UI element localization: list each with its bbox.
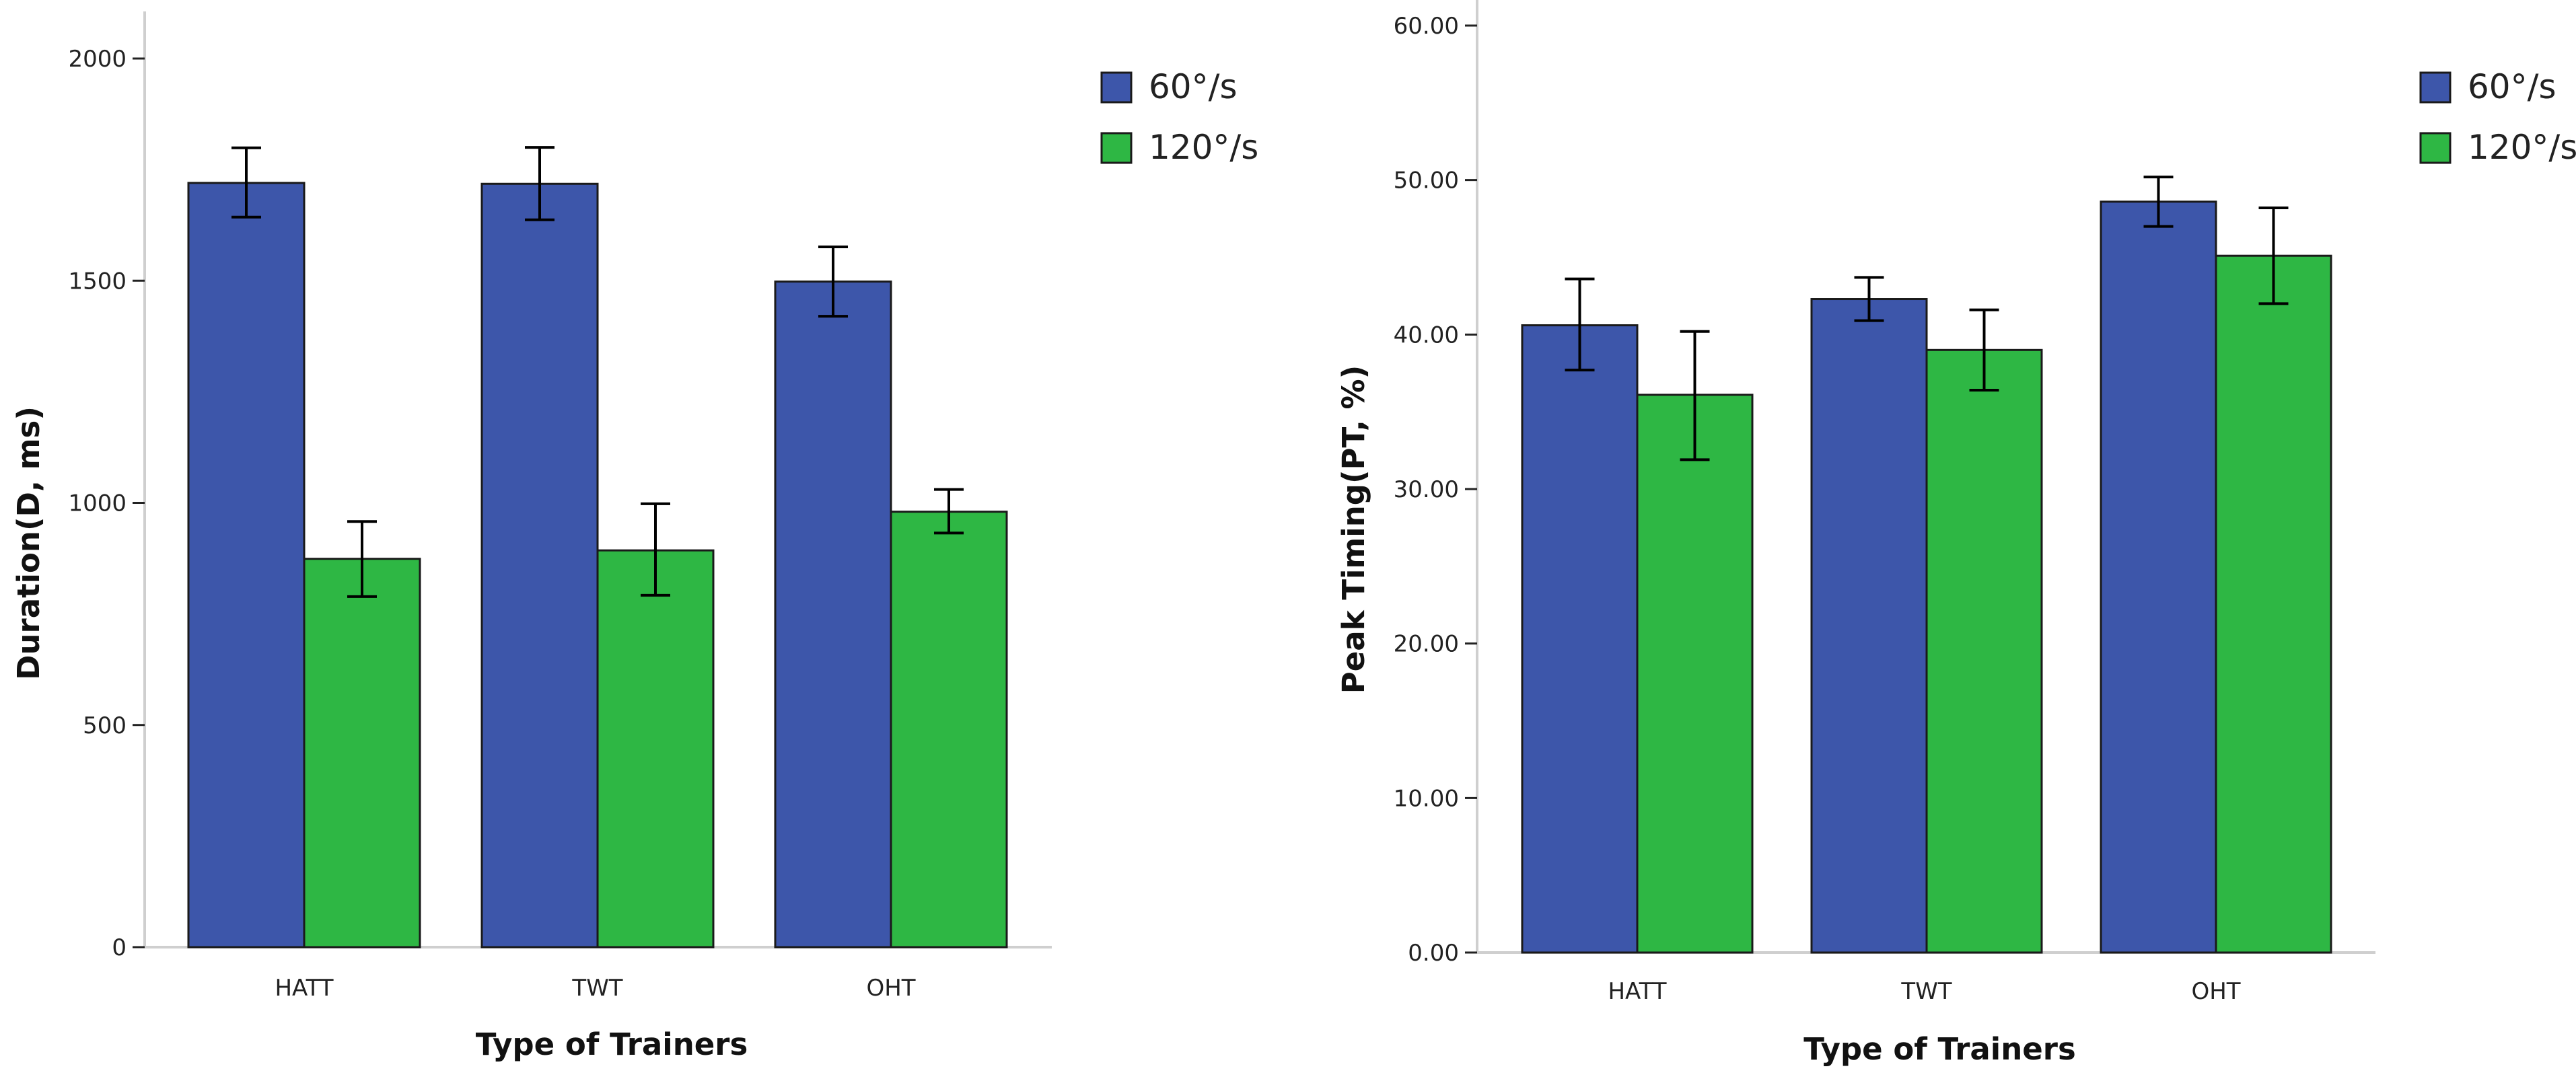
y-tick-label: 40.00 — [1394, 322, 1459, 348]
y-tick-label: 10.00 — [1394, 785, 1459, 812]
y-tick-label: 60.00 — [1394, 13, 1459, 40]
x-tick-label-hatt: HATT — [275, 975, 333, 1002]
x-axis-title: Type of Trainers — [1803, 1031, 2076, 1067]
y-tick-label: 1000 — [68, 490, 127, 517]
y-tick-label: 30.00 — [1394, 476, 1459, 503]
bar — [187, 182, 306, 948]
bar — [890, 511, 1008, 948]
y-tick-label: 50.00 — [1394, 168, 1459, 194]
bar — [303, 558, 421, 948]
bar — [1636, 394, 1754, 954]
x-tick-label-twt: TWT — [571, 975, 622, 1002]
bar — [2215, 254, 2332, 954]
y-tick-label: 1500 — [68, 268, 127, 295]
x-tick-label-hatt: HATT — [1608, 978, 1666, 1005]
y-axis-title: Peak Timing(PT, %) — [1336, 365, 1371, 694]
bar — [1925, 348, 2043, 954]
x-axis-title: Type of Trainers — [476, 1027, 748, 1062]
y-tick-label: 2000 — [68, 46, 127, 73]
chart-duration: 0 500 1000 1500 2000 HATT TWT OHT Type of Traine… — [11, 11, 1258, 1062]
legend-label: 60°/s — [1149, 67, 1238, 106]
legend-label: 120°/s — [2468, 128, 2576, 167]
x-tick-label-oht: OHT — [866, 975, 915, 1002]
legend-swatch — [1100, 71, 1133, 104]
y-tick-label: 20.00 — [1394, 631, 1459, 658]
bar — [1810, 298, 1928, 954]
legend-label: 60°/s — [2468, 67, 2556, 106]
y-tick-label: 0 — [112, 934, 127, 961]
y-tick-label: 500 — [83, 712, 127, 739]
chart-peak-timing: 0.00 10.00 20.00 30.00 40.00 50.00 60.00 HATT TW… — [1336, 0, 2576, 1067]
legend-swatch — [2419, 132, 2452, 164]
legend-swatch — [1100, 132, 1133, 164]
bar — [596, 549, 715, 948]
bar — [1521, 324, 1639, 954]
legend-label: 120°/s — [1149, 128, 1258, 167]
bar — [774, 281, 892, 948]
legend-swatch — [2419, 71, 2452, 104]
y-axis-title: Duration(D, ms) — [11, 406, 46, 680]
y-tick-label: 0.00 — [1408, 940, 1459, 967]
bar — [480, 182, 599, 948]
x-tick-label-twt: TWT — [1900, 978, 1952, 1005]
x-tick-label-oht: OHT — [2191, 978, 2240, 1005]
bar — [2100, 200, 2217, 954]
